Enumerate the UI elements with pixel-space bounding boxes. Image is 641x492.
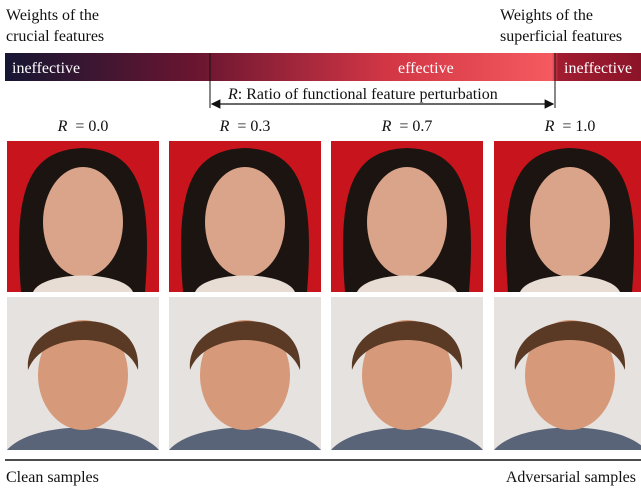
segment-label: ineffective [12, 60, 80, 77]
column-setting: = 1.0 [562, 118, 595, 135]
right-label: superficial features [500, 28, 622, 45]
column-symbol: R [219, 118, 230, 135]
face [43, 167, 123, 277]
column-symbol: R [381, 118, 392, 135]
columns: R = 0.0 R = 0.3 R = 0.7 R = 1.0 [7, 118, 641, 450]
column-symbol: R [544, 118, 555, 135]
right-label: Weights of the [500, 7, 593, 24]
column-label: R = 1.0 [544, 118, 596, 135]
face [367, 167, 447, 277]
column-setting: = 0.7 [399, 118, 432, 135]
column-setting: = 0.0 [75, 118, 108, 135]
column-symbol: R [57, 118, 68, 135]
footer-right: Adversarial samples [506, 469, 636, 486]
column-label: R = 0.7 [381, 118, 433, 135]
segment-label: effective [398, 60, 454, 77]
range-label: R: Ratio of functional feature perturbat… [227, 86, 498, 103]
range-symbol: R [227, 86, 238, 103]
left-label: crucial features [6, 28, 104, 45]
page: {"header": {"left_label": ["Weights of t… [0, 0, 641, 487]
face [205, 167, 285, 277]
column-setting: = 0.3 [237, 118, 270, 135]
column-label: R = 0.0 [57, 118, 109, 135]
weight-bar [5, 53, 641, 81]
footer-left: Clean samples [6, 469, 99, 486]
column-label: R = 0.3 [219, 118, 271, 135]
range-text: : Ratio of functional feature perturbati… [238, 86, 498, 103]
figure: Weights of the crucial features Weights … [0, 0, 641, 487]
segment-label: ineffective [564, 60, 632, 77]
left-label: Weights of the [6, 7, 99, 24]
face [530, 167, 610, 277]
